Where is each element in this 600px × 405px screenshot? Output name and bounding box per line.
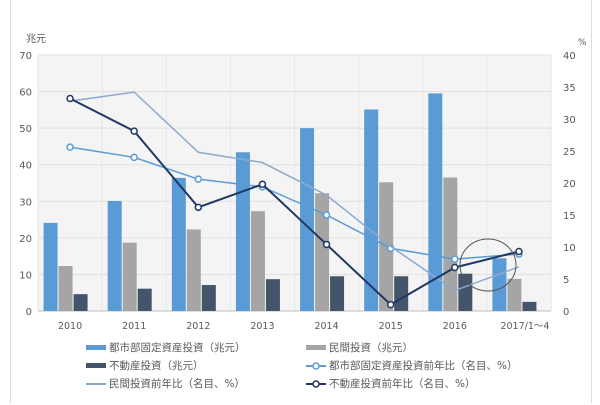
legend-item-private: 民間投資（兆元） xyxy=(306,340,413,355)
y-right-tick-label: 0 xyxy=(563,307,569,318)
legend-item-private-yoy: 民間投資前年比（名目、%） xyxy=(86,376,245,391)
legend-line-icon xyxy=(86,382,106,385)
y-left-axis-label: 兆元 xyxy=(26,33,46,45)
line-marker xyxy=(194,175,203,183)
y-left-tick-label: 20 xyxy=(19,234,32,245)
line-marker xyxy=(258,180,267,189)
line-series xyxy=(69,97,520,306)
line-marker xyxy=(515,247,523,256)
bar-real-estate xyxy=(330,276,345,311)
y-left-tick-label: 40 xyxy=(19,161,32,172)
bar-private xyxy=(315,193,330,311)
line-series xyxy=(69,146,519,260)
line-marker xyxy=(386,300,395,309)
legend-swatch xyxy=(86,363,106,368)
legend-item-real-estate-yoy: 不動産投資前年比（名目、%） xyxy=(306,376,475,391)
legend-label: 民間投資（兆元） xyxy=(329,342,413,354)
line-marker xyxy=(194,203,203,212)
x-tick-label: 2016 xyxy=(443,321,467,332)
legend-label: 不動産投資前年比（名目、%） xyxy=(329,378,476,390)
bar-real-estate xyxy=(522,301,537,311)
bar-real-estate xyxy=(137,288,152,311)
bar-fixed-asset xyxy=(171,177,186,311)
x-tick-label: 2015 xyxy=(379,321,403,332)
bar-fixed-asset xyxy=(43,222,58,311)
line-marker xyxy=(451,263,459,272)
x-tick-label: 2012 xyxy=(186,321,210,332)
legend-item-real-estate: 不動産投資（兆元） xyxy=(86,358,204,373)
y-left-tick-label: 50 xyxy=(19,124,32,135)
y-right-tick-label: 10 xyxy=(563,243,576,254)
legend-swatch xyxy=(306,345,326,350)
legend-label: 不動産投資（兆元） xyxy=(109,360,204,372)
y-left-tick-label: 60 xyxy=(19,88,32,99)
bar-private xyxy=(122,242,137,311)
bar-real-estate xyxy=(265,279,280,311)
legend-marker-line-icon xyxy=(306,361,326,370)
y-right-axis-label: % xyxy=(578,38,587,48)
line-marker xyxy=(66,143,74,151)
bar-private xyxy=(250,211,265,311)
bar-private xyxy=(507,278,522,311)
bar-fixed-asset xyxy=(107,200,122,311)
x-tick-label: 2010 xyxy=(58,321,82,332)
legend-label: 民間投資前年比（名目、%） xyxy=(109,378,245,390)
bar-real-estate xyxy=(201,285,216,311)
bar-fixed-asset xyxy=(492,258,507,311)
y-right-tick-label: 25 xyxy=(563,147,576,158)
legend-item-fixed-asset-yoy: 都市部固定資産投資前年比（名目、%） xyxy=(306,358,517,373)
line-marker xyxy=(322,240,331,249)
legend-marker-line-icon xyxy=(306,379,326,388)
y-right-tick-label: 40 xyxy=(563,51,576,62)
y-right-tick-label: 15 xyxy=(563,211,576,222)
bar-private xyxy=(186,229,201,311)
bar-real-estate xyxy=(458,273,473,311)
line-marker xyxy=(130,153,138,162)
bar-real-estate xyxy=(394,276,409,311)
line-series xyxy=(69,91,520,292)
x-tick-label: 2011 xyxy=(122,321,146,332)
y-left-tick-label: 10 xyxy=(19,270,32,281)
line-marker xyxy=(322,211,331,219)
legend-swatch xyxy=(86,345,106,350)
y-left-tick-label: 30 xyxy=(19,197,32,208)
bar-private xyxy=(58,266,73,311)
legend-item-fixed-asset: 都市部固定資産投資（兆元） xyxy=(86,340,246,355)
bar-fixed-asset xyxy=(300,128,315,311)
line-marker xyxy=(451,255,459,263)
x-tick-label: 2013 xyxy=(250,321,274,332)
legend-label: 都市部固定資産投資（兆元） xyxy=(109,342,246,354)
y-right-tick-label: 35 xyxy=(563,83,576,94)
x-tick-label: 2017/1～4 xyxy=(500,321,549,332)
line-marker xyxy=(66,94,74,103)
x-tick-label: 2014 xyxy=(314,321,338,332)
line-marker xyxy=(130,127,138,135)
y-left-tick-label: 70 xyxy=(19,51,32,62)
y-right-tick-label: 5 xyxy=(563,275,569,286)
bar-private xyxy=(443,177,458,311)
bar-real-estate xyxy=(73,294,88,311)
y-right-tick-label: 30 xyxy=(563,115,576,126)
bar-fixed-asset xyxy=(235,152,250,311)
y-right-tick-label: 20 xyxy=(563,179,576,190)
annotation-circle xyxy=(459,238,517,292)
legend-label: 都市部固定資産投資前年比（名目、%） xyxy=(329,360,518,372)
chart-frame xyxy=(10,0,592,403)
y-left-tick-label: 0 xyxy=(26,307,32,318)
chart: 0 10 20 30 40 50 60 70 0 5 10 15 20 25 30 35 40 兆元 % 2010 20… xyxy=(19,33,587,332)
bar-fixed-asset xyxy=(364,109,379,312)
